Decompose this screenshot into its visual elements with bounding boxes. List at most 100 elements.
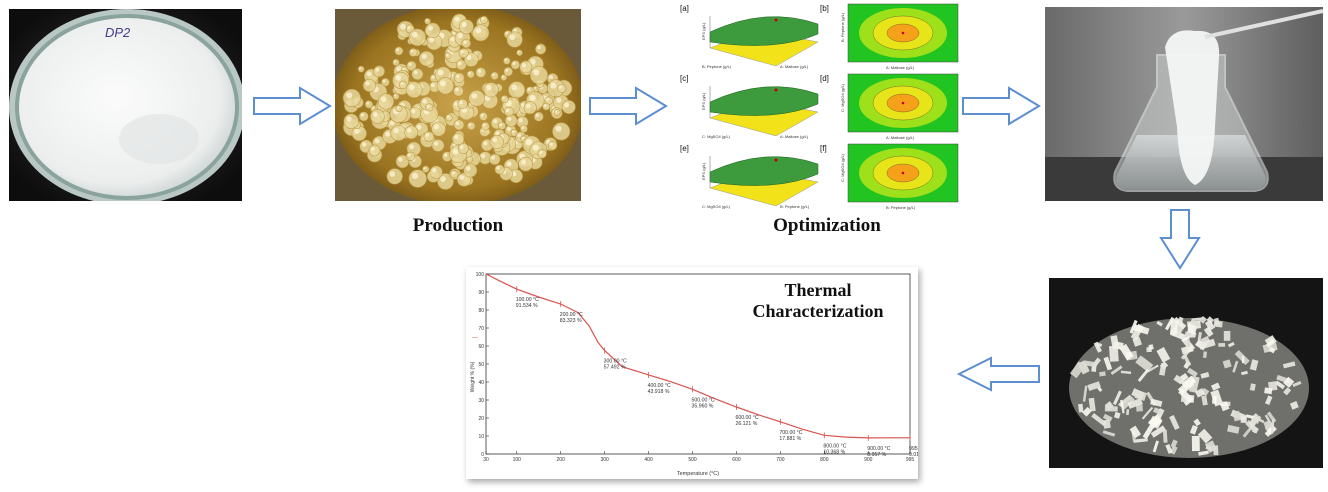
surface-right-axis-label: A: Maltose (g/L) — [780, 64, 809, 69]
colony — [519, 124, 528, 133]
flake — [1103, 356, 1113, 371]
flake — [1152, 440, 1159, 453]
colony — [552, 122, 571, 141]
flake — [1213, 320, 1223, 328]
colony — [475, 67, 487, 78]
flake — [1222, 359, 1232, 369]
flake — [1200, 372, 1210, 379]
annotation-weight: 10.368 % — [823, 449, 845, 455]
flake — [1162, 429, 1168, 443]
x-tick-label: 600 — [732, 457, 741, 463]
annotation-temp: 300.00 °C — [604, 359, 627, 365]
flake — [1283, 376, 1295, 388]
plate-marker-text: DP2 — [105, 25, 131, 40]
flake — [1137, 368, 1150, 383]
y-tick-label: 40 — [478, 380, 484, 386]
y-tick-label: 50 — [478, 362, 484, 368]
colony — [502, 57, 511, 65]
colony — [450, 170, 459, 179]
flake — [1141, 406, 1154, 420]
petri-plate-photo: DP2 — [9, 9, 242, 201]
flake — [1129, 425, 1142, 439]
flake — [1265, 338, 1276, 348]
x-tick-label: 30 — [483, 457, 489, 463]
surface-plot-label: [a] — [680, 4, 689, 13]
flake — [1156, 320, 1163, 327]
contour-plot: [b] B: Peptone (g/L) A: Maltose (g/L) — [820, 3, 959, 70]
colony — [557, 83, 567, 94]
colony — [342, 88, 361, 108]
flake — [1252, 426, 1259, 434]
colony — [508, 81, 526, 99]
plot-area — [485, 273, 911, 455]
annotation-weight: 91.534 % — [516, 303, 538, 309]
colony — [561, 100, 576, 115]
flake — [1199, 316, 1207, 324]
tga-chart: 0 10 20 30 40 50 60 70 80 90 100 30 100 200 300 400 500 6… — [466, 267, 918, 479]
flake — [1104, 406, 1118, 412]
colony — [444, 52, 452, 60]
colony — [490, 71, 499, 81]
colony — [547, 140, 558, 151]
colony — [510, 60, 521, 70]
contour-plot: [f] C: MgSO4 (g/L) B: Peptone (g/L) — [820, 143, 959, 210]
colony — [418, 50, 435, 67]
flake — [1289, 401, 1299, 410]
colony — [489, 134, 504, 150]
colony — [472, 24, 490, 42]
colony — [408, 28, 427, 47]
flake — [1169, 415, 1180, 431]
arrow-right-icon — [253, 86, 332, 126]
colony — [405, 81, 423, 99]
flake — [1203, 326, 1214, 338]
flake — [1119, 343, 1134, 361]
colony — [445, 114, 453, 122]
annotation-temp: 200.00 °C — [560, 312, 583, 318]
y-tick-label: 100 — [476, 272, 485, 278]
colony — [463, 163, 478, 178]
colony — [529, 66, 549, 85]
annotation-temp: 900.00 °C — [867, 446, 890, 452]
x-tick-label: 800 — [820, 457, 829, 463]
colony — [378, 93, 395, 110]
flake — [1091, 413, 1107, 427]
arrow-left-icon — [957, 356, 1040, 392]
colony — [390, 124, 407, 142]
y-tick-label: 0 — [481, 452, 484, 458]
colony — [436, 77, 454, 95]
flake — [1198, 338, 1216, 350]
flake — [1102, 430, 1116, 437]
colony — [458, 19, 474, 35]
flake — [1187, 367, 1198, 378]
arrow-down-icon — [1159, 209, 1201, 270]
production-plate-photo — [335, 9, 581, 201]
flake — [1275, 380, 1286, 390]
flake — [1241, 370, 1248, 376]
surface-z-label: EPS (g/L) — [701, 92, 706, 110]
colony — [454, 72, 465, 83]
annotation-weight: 83.323 % — [560, 318, 582, 324]
colony — [500, 95, 509, 104]
colony — [386, 168, 403, 185]
flake — [1153, 407, 1163, 415]
flake — [1156, 346, 1171, 363]
contour-plot-label: [b] — [820, 4, 829, 13]
surface-left-axis-label: C: MgSO4 (g/L) — [702, 134, 731, 139]
flake — [1283, 387, 1292, 396]
colony — [368, 144, 381, 157]
surface-z-label: EPS (g/L) — [701, 22, 706, 40]
flake — [1270, 419, 1275, 434]
colony — [358, 111, 369, 122]
flake — [1204, 440, 1217, 454]
colony — [537, 149, 547, 159]
colony — [461, 38, 472, 49]
thermal-label-line1: Thermal — [784, 280, 852, 300]
flake — [1134, 389, 1147, 402]
x-tick-label: 100 — [513, 457, 522, 463]
flake — [1084, 360, 1096, 368]
colony — [478, 112, 488, 121]
flake — [1082, 385, 1088, 402]
thermal-label-line2: Characterization — [752, 301, 884, 321]
colony — [423, 131, 435, 142]
annotation-weight: 8.957 % — [867, 452, 886, 458]
